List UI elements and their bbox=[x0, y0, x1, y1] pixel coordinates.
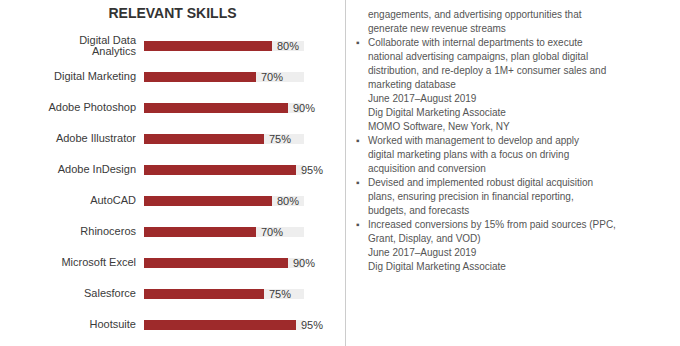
html-text:acquisition and conversion: acquisition and conversion bbox=[368, 163, 486, 174]
svg-text:95%: 95% bbox=[301, 164, 323, 176]
svg-text:70%: 70% bbox=[261, 226, 283, 238]
html-text:marketing database: marketing database bbox=[368, 79, 456, 90]
html-text:engagements, and advertising o: engagements, and advertising opportuniti… bbox=[368, 9, 582, 20]
html-text:Dig Digital Marketing Associat: Dig Digital Marketing Associate bbox=[368, 107, 506, 118]
svg-text:Adobe InDesign: Adobe InDesign bbox=[58, 163, 136, 175]
svg-text:70%: 70% bbox=[261, 71, 283, 83]
svg-text:75%: 75% bbox=[269, 133, 291, 145]
html-text:generate new revenue streams: generate new revenue streams bbox=[368, 23, 506, 34]
svg-text:Hootsuite: Hootsuite bbox=[90, 318, 136, 330]
svg-text:80%: 80% bbox=[277, 40, 299, 52]
html-text:budgets, and forecasts: budgets, and forecasts bbox=[368, 205, 470, 216]
html-text:Increased conversions by 15% f: Increased conversions by 15% from paid s… bbox=[368, 219, 616, 230]
html-text:June 2017–August 2019: June 2017–August 2019 bbox=[368, 247, 477, 258]
html-text:Collaborate with internal depa: Collaborate with internal departments to… bbox=[368, 37, 583, 48]
svg-text:AutoCAD: AutoCAD bbox=[90, 194, 136, 206]
svg-text:Digital DataAnalytics: Digital DataAnalytics bbox=[79, 34, 137, 57]
html-text:June 2017–August 2019: June 2017–August 2019 bbox=[368, 93, 477, 104]
svg-text:Microsoft Excel: Microsoft Excel bbox=[61, 256, 136, 268]
svg-text:Adobe Photoshop: Adobe Photoshop bbox=[49, 101, 136, 113]
html-text:national advertising campaigns: national advertising campaigns, plan glo… bbox=[368, 51, 589, 62]
svg-text:Digital Marketing: Digital Marketing bbox=[54, 70, 136, 82]
html-text:MOMO Software, New York, NY: MOMO Software, New York, NY bbox=[368, 121, 510, 132]
html-text:distribution, and re-deploy a: distribution, and re-deploy a 1M+ consum… bbox=[368, 65, 607, 76]
svg-text:80%: 80% bbox=[277, 195, 299, 207]
svg-text:Adobe Illustrator: Adobe Illustrator bbox=[56, 132, 136, 144]
svg-text:95%: 95% bbox=[301, 319, 323, 331]
html-text:Devised and implemented robust: Devised and implemented robust digital a… bbox=[368, 177, 594, 188]
html-text:Dig Digital Marketing Associat: Dig Digital Marketing Associate bbox=[368, 261, 506, 272]
html-text:plans, ensuring precision in f: plans, ensuring precision in financial r… bbox=[368, 191, 574, 202]
svg-text:Rhinoceros: Rhinoceros bbox=[80, 225, 136, 237]
html-text:digital marketing plans with a: digital marketing plans with a focus on … bbox=[368, 149, 570, 160]
html-text:Grant, Display, and VOD): Grant, Display, and VOD) bbox=[368, 233, 481, 244]
svg-text:Salesforce: Salesforce bbox=[84, 287, 136, 299]
svg-text:90%: 90% bbox=[293, 257, 315, 269]
html-text:Worked with management to deve: Worked with management to develop and ap… bbox=[368, 135, 580, 146]
html-text:RELEVANT SKILLS: RELEVANT SKILLS bbox=[108, 5, 237, 21]
svg-text:90%: 90% bbox=[293, 102, 315, 114]
svg-text:75%: 75% bbox=[269, 288, 291, 300]
